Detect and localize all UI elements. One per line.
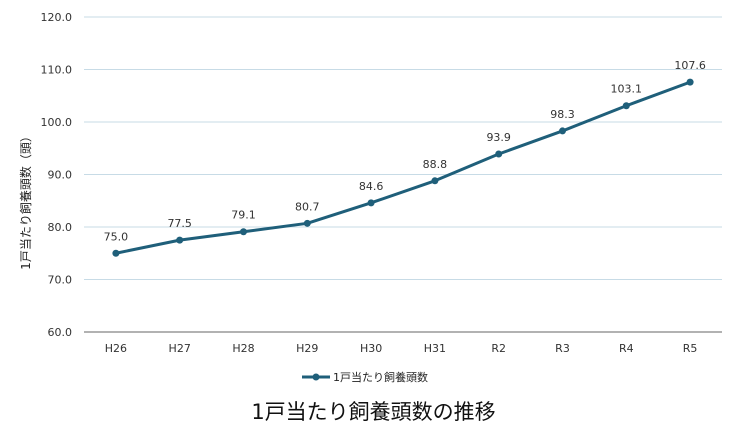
y-tick-label: 90.0	[48, 169, 73, 182]
y-tick-label: 110.0	[41, 64, 73, 77]
data-point	[367, 199, 375, 207]
data-label: 77.5	[167, 217, 192, 230]
data-label: 98.3	[550, 108, 575, 121]
y-tick-label: 120.0	[41, 11, 73, 24]
legend-label: 1戸当たり飼養頭数	[333, 370, 428, 384]
data-label: 79.1	[231, 209, 256, 222]
legend[interactable]: 1戸当たり飼養頭数	[302, 370, 428, 384]
x-tick-label: H26	[105, 342, 127, 355]
x-tick-label: H29	[296, 342, 318, 355]
data-point	[686, 78, 694, 86]
data-label: 107.6	[674, 59, 706, 72]
x-tick-label: R5	[683, 342, 698, 355]
x-tick-label: R4	[619, 342, 634, 355]
x-tick-label: H30	[360, 342, 382, 355]
y-axis-label: 1戸当たり飼養頭数（頭）	[18, 130, 33, 270]
data-label: 84.6	[359, 180, 384, 193]
data-point	[622, 102, 630, 110]
data-point	[431, 177, 439, 185]
data-point	[176, 236, 184, 244]
data-point	[495, 150, 503, 158]
x-tick-label: H31	[424, 342, 446, 355]
data-point	[303, 219, 311, 227]
y-axis-ticks: 60.0 70.0 80.0 90.0 100.0 110.0 120.0	[41, 11, 73, 339]
data-label: 75.0	[104, 230, 129, 243]
x-tick-label: H28	[232, 342, 254, 355]
data-label: 80.7	[295, 200, 320, 213]
series-line	[115, 80, 691, 255]
y-tick-label: 60.0	[48, 326, 73, 339]
data-point	[112, 249, 120, 257]
data-label: 88.8	[423, 158, 448, 171]
gridlines	[84, 16, 722, 280]
x-axis-ticks: H26 H27 H28 H29 H30 H31 R2 R3 R4 R5	[105, 342, 698, 355]
y-tick-label: 100.0	[41, 116, 73, 129]
legend-marker-swatch	[312, 373, 320, 381]
data-label: 93.9	[486, 131, 511, 144]
y-tick-label: 70.0	[48, 274, 73, 287]
chart-caption: 1戸当たり飼養頭数の推移	[251, 400, 496, 424]
y-tick-label: 80.0	[48, 221, 73, 234]
series-line-group	[112, 78, 694, 257]
x-tick-label: R2	[491, 342, 506, 355]
data-labels: 75.0 77.5 79.1 80.7 84.6 88.8 93.9 98.3 103.1 107…	[104, 59, 706, 243]
x-tick-label: R3	[555, 342, 570, 355]
x-tick-label: H27	[169, 342, 191, 355]
data-label: 103.1	[611, 83, 643, 96]
data-point	[559, 127, 566, 135]
data-point	[240, 228, 247, 236]
